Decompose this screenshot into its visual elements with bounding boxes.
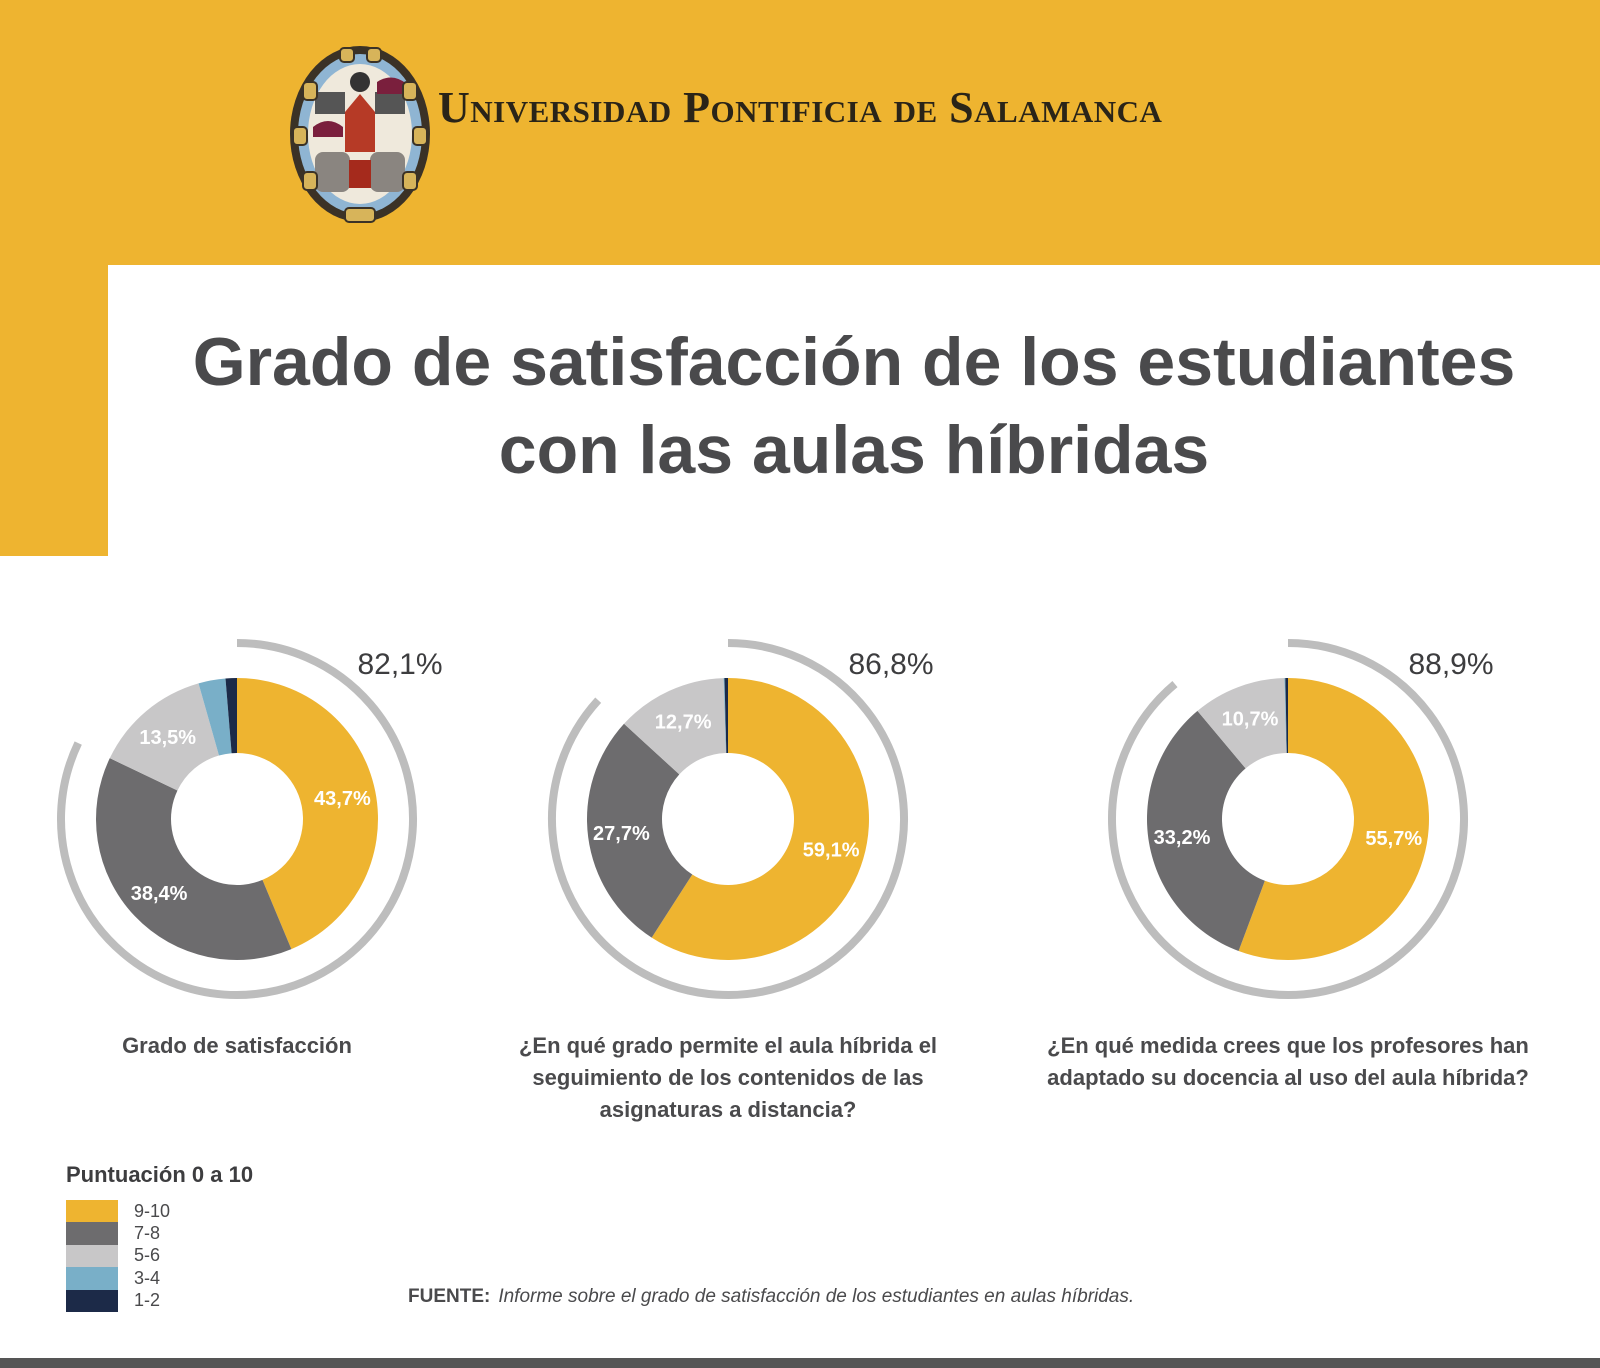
legend-label: 1-2 — [134, 1290, 161, 1311]
question-3: ¿En qué medida crees que los profesores … — [1047, 1033, 1529, 1090]
bottom-rule — [0, 1358, 1600, 1368]
donut-segment-3-4 — [198, 678, 232, 756]
donut-segment-5-6 — [109, 683, 219, 791]
donut-segment-7-8 — [95, 758, 292, 960]
segment-label: 33,2% — [1154, 827, 1211, 849]
accent-strip — [0, 265, 108, 556]
segment-label: 59,1% — [803, 839, 860, 861]
legend-swatch — [66, 1267, 118, 1290]
donut-segment-7-8 — [1147, 710, 1265, 952]
legend-label: 5-6 — [134, 1245, 161, 1266]
donut-segment-3-4 — [1284, 678, 1287, 754]
highlight-percentage: 82,1% — [357, 648, 442, 681]
source-note: FUENTE: Informe sobre el grado de satisfa… — [408, 1286, 1134, 1308]
legend-item: 5-6 — [66, 1244, 170, 1268]
legend: 9-10 7-8 5-6 3-4 1-2 — [66, 1200, 170, 1312]
university-crest-logo — [290, 46, 430, 223]
donut-charts: 43,7% 38,4% 13,5% 82,1% 59,1% 27,7% 12,7% 86,8%… — [57, 639, 1494, 999]
title-line-2: con las aulas híbridas — [498, 412, 1210, 488]
segment-label: 38,4% — [131, 883, 188, 905]
segment-label: 55,7% — [1365, 828, 1422, 850]
legend-swatch — [66, 1222, 118, 1245]
legend-swatch — [66, 1200, 118, 1223]
segment-label: 10,7% — [1222, 708, 1279, 730]
donut-segment-7-8 — [586, 723, 693, 938]
page-title: Grado de satisfacción de los estudiantes… — [108, 318, 1600, 494]
donut-segment-1-2 — [1285, 678, 1288, 754]
question-1: Grado de satisfacción — [122, 1033, 352, 1058]
donut-segment-9-10 — [237, 678, 378, 950]
legend-label: 9-10 — [134, 1200, 171, 1221]
highlight-percentage: 86,8% — [848, 648, 933, 681]
legend-item: 1-2 — [66, 1289, 170, 1312]
highlight-arc — [548, 639, 908, 999]
source-text: Informe sobre el grado de satisfacción d… — [498, 1286, 1135, 1307]
header-band — [0, 0, 1600, 265]
donut-segment-9-10 — [1238, 678, 1429, 960]
donut-segment-5-6 — [624, 678, 726, 775]
legend-swatch — [66, 1289, 118, 1312]
donut-segment-9-10 — [651, 678, 870, 960]
source-label: FUENTE: — [408, 1286, 491, 1307]
segment-label: 43,7% — [314, 788, 371, 810]
legend-title: Puntuación 0 a 10 — [66, 1162, 254, 1187]
legend-item: 7-8 — [66, 1222, 170, 1245]
legend-swatch — [66, 1244, 118, 1268]
title-line-1: Grado de satisfacción de los estudiantes — [192, 324, 1516, 400]
institution-name: Universidad Pontificia de Salamanca — [438, 83, 1163, 132]
donut-segment-1-2 — [225, 678, 237, 754]
segment-label: 12,7% — [655, 711, 712, 733]
legend-item: 9-10 — [66, 1200, 171, 1223]
highlight-arc — [57, 639, 417, 999]
donut-segment-5-6 — [1197, 678, 1287, 769]
legend-label: 3-4 — [134, 1267, 161, 1288]
question-2: ¿En qué grado permite el aula híbrida el… — [518, 1033, 938, 1122]
segment-label: 27,7% — [593, 823, 650, 845]
donut-segment-3-4 — [723, 678, 727, 754]
donut-segment-1-2 — [724, 678, 728, 754]
highlight-percentage: 88,9% — [1408, 648, 1493, 681]
segment-label: 13,5% — [139, 727, 196, 749]
legend-item: 3-4 — [66, 1267, 170, 1290]
highlight-arc — [1108, 639, 1468, 999]
legend-label: 7-8 — [134, 1223, 161, 1244]
